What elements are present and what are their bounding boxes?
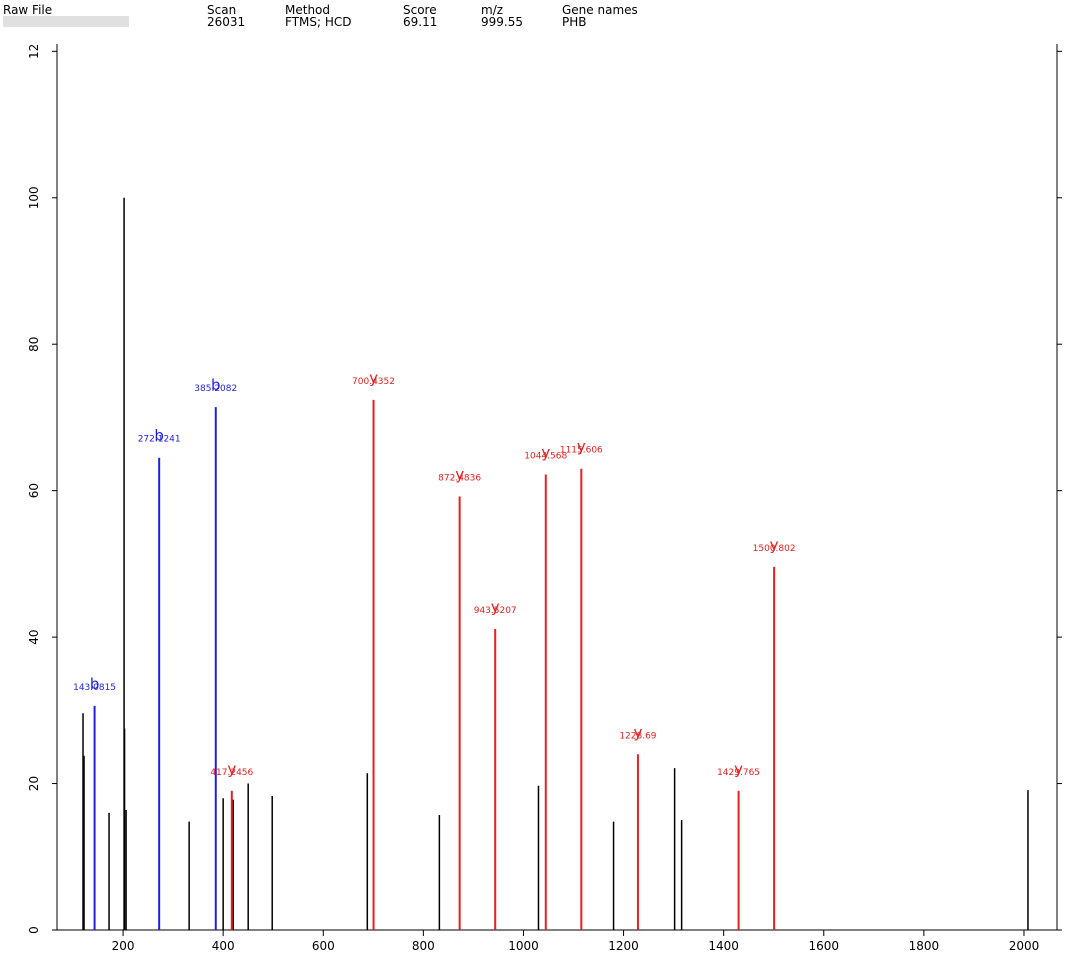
info-label: Score xyxy=(403,3,437,17)
ion-mz-label: 1228.69 xyxy=(619,731,656,741)
y-tick-label: 12 xyxy=(27,44,41,59)
ion-letter: y xyxy=(770,536,779,554)
ion-letter: y xyxy=(734,760,743,778)
x-tick-label: 1400 xyxy=(708,939,739,953)
info-value: 999.55 xyxy=(481,15,523,29)
x-tick-label: 1000 xyxy=(508,939,539,953)
ion-letter: y xyxy=(633,723,642,741)
info-label: Raw File xyxy=(3,3,52,17)
y-tick-label: 100 xyxy=(27,186,41,209)
ion-mz-label: 700.4352 xyxy=(352,377,395,387)
ion-letter: b xyxy=(154,427,164,445)
y-tick-label: 60 xyxy=(27,483,41,498)
x-tick-label: 1800 xyxy=(909,939,940,953)
ion-letter: b xyxy=(90,675,100,693)
ion-letter: y xyxy=(455,466,464,484)
ion-letter: y xyxy=(369,369,378,387)
ion-mz-label: 1044.568 xyxy=(524,452,567,462)
info-value: PHB xyxy=(562,15,587,29)
ion-mz-label: 417.2456 xyxy=(210,768,253,778)
y-tick-label: 40 xyxy=(27,629,41,644)
ion-letter: b xyxy=(211,376,221,394)
x-tick-label: 2000 xyxy=(1009,939,1040,953)
info-label: Method xyxy=(285,3,330,17)
x-tick-label: 1600 xyxy=(808,939,839,953)
y-tick-label: 80 xyxy=(27,337,41,352)
ion-mz-label: 143.0815 xyxy=(73,683,116,693)
x-tick-label: 200 xyxy=(112,939,135,953)
ion-mz-label: 943.5207 xyxy=(474,606,517,616)
info-value: 69.11 xyxy=(403,15,437,29)
x-tick-label: 400 xyxy=(212,939,235,953)
y-tick-label: 20 xyxy=(27,776,41,791)
info-value: 26031 xyxy=(207,15,245,29)
ion-mz-label: 385.2082 xyxy=(194,384,237,394)
info-label: Gene names xyxy=(562,3,638,17)
info-value: FTMS; HCD xyxy=(285,15,352,29)
ion-letter: y xyxy=(227,760,236,778)
ion-letter: y xyxy=(491,598,500,616)
x-tick-label: 1200 xyxy=(608,939,639,953)
ion-mz-label: 272.1241 xyxy=(138,435,181,445)
ion-mz-label: 1429.765 xyxy=(717,768,760,778)
ion-mz-label: 1500.802 xyxy=(753,544,796,554)
ion-letter: y xyxy=(577,438,586,456)
info-label: Scan xyxy=(207,3,236,17)
ion-mz-label: 872.4836 xyxy=(438,474,481,484)
x-tick-label: 800 xyxy=(412,939,435,953)
info-label: m/z xyxy=(481,3,503,17)
ion-mz-label: 1115.606 xyxy=(560,446,603,456)
x-tick-label: 600 xyxy=(312,939,335,953)
y-tick-label: 0 xyxy=(27,926,41,934)
blurred-raw-file xyxy=(3,16,129,27)
ion-letter: y xyxy=(541,444,550,462)
